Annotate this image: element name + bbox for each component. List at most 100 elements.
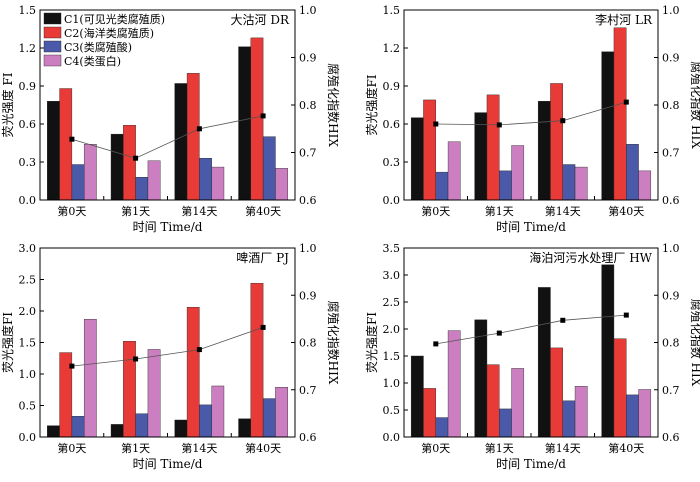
bar-s1-c1 [47, 425, 60, 438]
x-tick-label: 第0天 [57, 441, 86, 455]
y2-tick-label: 0.9 [662, 289, 680, 302]
chart-panel-2: 0.0 0.3 0.6 0.9 1.2 1.5 0.6 0.7 0.8 0.9 1.0 第0天 第1天 第… [364, 4, 700, 234]
hix-point-3 [560, 118, 566, 124]
hix-point-1 [69, 136, 75, 142]
legend: C1(可见光类腐殖质)C2(海洋类腐殖质)C3(类腐殖酸)C4(类蛋白) [43, 12, 165, 68]
y-tick-label: 2.0 [383, 323, 401, 336]
x-tick-label: 第40天 [608, 441, 644, 455]
x-tick-label: 第40天 [245, 441, 281, 455]
hix-point-1 [69, 363, 75, 369]
y-tick-label: 0.6 [19, 118, 37, 131]
bar-s4-c2 [147, 349, 161, 438]
hix-point-4 [623, 99, 629, 105]
y-tick-label: 0.0 [383, 431, 401, 444]
x-tick-label: 第40天 [245, 204, 281, 218]
y2-axis-title: 腐殖化指数 HIX [689, 61, 700, 149]
bar-s3-c2 [135, 176, 149, 201]
hix-point-4 [260, 324, 266, 330]
x-tick-label: 第14天 [545, 441, 581, 455]
bar-s2-c1 [423, 99, 436, 201]
y-axis-title: 荧光强度FI [364, 312, 379, 373]
hix-point-2 [133, 356, 139, 362]
y-tick-label: 0.3 [383, 156, 401, 169]
bar-s3-c1 [71, 416, 85, 438]
x-tick-label: 第1天 [121, 441, 150, 455]
hix-line [71, 115, 264, 159]
y2-tick-label: 1.0 [299, 242, 317, 255]
bar-s3-c1 [435, 171, 449, 201]
y-tick-label: 0.9 [383, 80, 401, 93]
bar-s3-c4 [626, 394, 639, 438]
y2-tick-label: 0.6 [299, 431, 317, 444]
bar-s4-c1 [83, 144, 97, 201]
bar-s3-c4 [626, 144, 639, 201]
bar-s2-c2 [123, 125, 136, 201]
bar-s1-c4 [238, 418, 252, 438]
x-tick-label: 第0天 [421, 204, 450, 218]
hix-line [71, 327, 264, 367]
y-axis-title: 荧光强度FI [0, 312, 15, 373]
x-tick-label: 第14天 [181, 204, 217, 218]
bar-s3-c2 [135, 413, 149, 438]
bar-s4-c1 [83, 318, 97, 438]
bar-s2-c3 [550, 347, 563, 438]
y2-tick-label: 0.6 [299, 194, 317, 207]
hix-point-2 [496, 122, 502, 128]
bar-s1-c4 [601, 264, 615, 438]
y-tick-label: 1.0 [383, 377, 401, 390]
y-tick-label: 0.6 [383, 118, 401, 131]
bar-s4-c2 [511, 145, 525, 201]
bar-s2-c2 [123, 341, 136, 438]
chart-panel-4: 0.0 0.5 1.0 1.5 2.0 2.5 3.0 3.5 0.6 0.7 0.8 0.9 1.0 第… [364, 242, 700, 471]
y-tick-label: 1.5 [383, 4, 401, 17]
x-axis-title: 时间 Time/d [133, 220, 203, 234]
y2-tick-label: 0.8 [299, 99, 317, 112]
y-tick-label: 0.5 [19, 400, 37, 413]
y-tick-label: 1.2 [383, 42, 401, 55]
chart-panel-1: 0.0 0.3 0.6 0.9 1.2 1.5 0.6 0.7 0.8 0.9 1.0 第0天 第1天 第… [0, 4, 341, 234]
y-tick-label: 2.5 [19, 274, 37, 287]
x-tick-label: 第40天 [608, 204, 644, 218]
bar-s4-c2 [511, 368, 525, 438]
bar-s3-c3 [199, 157, 212, 201]
y2-tick-label: 0.6 [662, 194, 680, 207]
y2-tick-label: 1.0 [662, 242, 680, 255]
bar-s4-c4 [638, 170, 652, 201]
bar-s2-c1 [59, 88, 73, 201]
bar-s2-c3 [186, 307, 200, 438]
bar-s1-c2 [474, 319, 488, 438]
x-axis-title: 时间 Time/d [496, 457, 566, 471]
y-tick-label: 1.5 [19, 337, 37, 350]
bar-s3-c1 [71, 164, 85, 201]
y-tick-label: 0.0 [383, 194, 401, 207]
bar-s1-c4 [601, 51, 615, 201]
bar-s1-c3 [174, 419, 188, 438]
bar-s2-c4 [250, 37, 264, 201]
bar-s4-c1 [447, 141, 461, 201]
bar-s4-c2 [147, 160, 161, 201]
y2-axis-title: 腐殖化指数HIX [326, 301, 341, 385]
bar-s2-c4 [250, 283, 264, 438]
x-tick-label: 第14天 [181, 441, 217, 455]
bar-s1-c2 [474, 112, 488, 201]
y-tick-label: 0.0 [19, 431, 37, 444]
x-axis-title: 时间 Time/d [496, 220, 566, 234]
hix-point-1 [433, 121, 439, 127]
bar-s3-c3 [562, 164, 576, 201]
y2-tick-label: 0.7 [662, 147, 680, 160]
bar-s2-c4 [613, 338, 627, 438]
panel-title: 海泊河污水处理厂 HW [529, 250, 652, 265]
y-tick-label: 3.0 [383, 269, 401, 282]
bar-s3-c1 [435, 417, 449, 438]
x-tick-label: 第1天 [485, 204, 514, 218]
bar-s4-c3 [574, 166, 588, 201]
y-axis-title: 荧光强度FI [364, 74, 379, 135]
bar-s3-c3 [199, 404, 212, 438]
y2-tick-label: 0.6 [662, 431, 680, 444]
bar-s4-c3 [211, 166, 225, 201]
hix-point-2 [496, 330, 502, 336]
legend-swatch-4 [43, 54, 62, 67]
y-tick-label: 1.5 [19, 4, 37, 17]
y2-tick-label: 0.8 [299, 337, 317, 350]
hix-point-3 [196, 347, 202, 353]
